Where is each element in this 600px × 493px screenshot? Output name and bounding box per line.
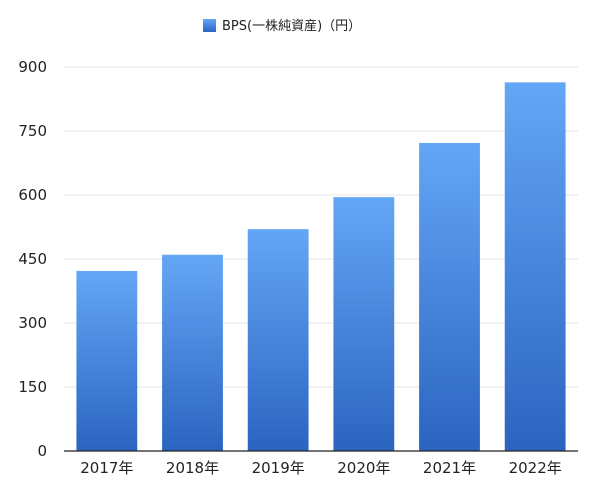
x-axis-tick-labels: 2017年 2018年 2019年 2020年 2021年 2022年	[80, 459, 562, 477]
y-tick-label: 900	[18, 58, 47, 76]
legend-label: BPS(一株純資産)（円）	[222, 18, 361, 34]
y-tick-label: 600	[18, 186, 47, 204]
x-tick-label: 2021年	[423, 459, 476, 477]
x-tick-label: 2020年	[337, 459, 390, 477]
y-tick-label: 300	[18, 314, 47, 332]
y-tick-label: 750	[18, 122, 47, 140]
bar	[162, 254, 223, 451]
bar	[419, 142, 480, 452]
y-tick-label: 0	[37, 442, 47, 460]
bar	[247, 229, 309, 451]
x-tick-label: 2017年	[80, 459, 133, 477]
legend-swatch	[203, 19, 216, 32]
chart-legend: BPS(一株純資産)（円）	[203, 18, 361, 34]
grid-lines	[64, 66, 578, 388]
y-axis-tick-labels: 0 150 300 450 600 750 900	[18, 58, 47, 460]
y-tick-label: 150	[18, 378, 47, 396]
x-tick-label: 2018年	[166, 459, 219, 477]
x-tick-label: 2022年	[509, 459, 562, 477]
bar	[333, 197, 395, 451]
x-tick-label: 2019年	[252, 459, 305, 477]
y-tick-label: 450	[18, 250, 47, 268]
bar	[76, 270, 138, 451]
bar	[504, 82, 566, 452]
bars	[76, 82, 566, 452]
